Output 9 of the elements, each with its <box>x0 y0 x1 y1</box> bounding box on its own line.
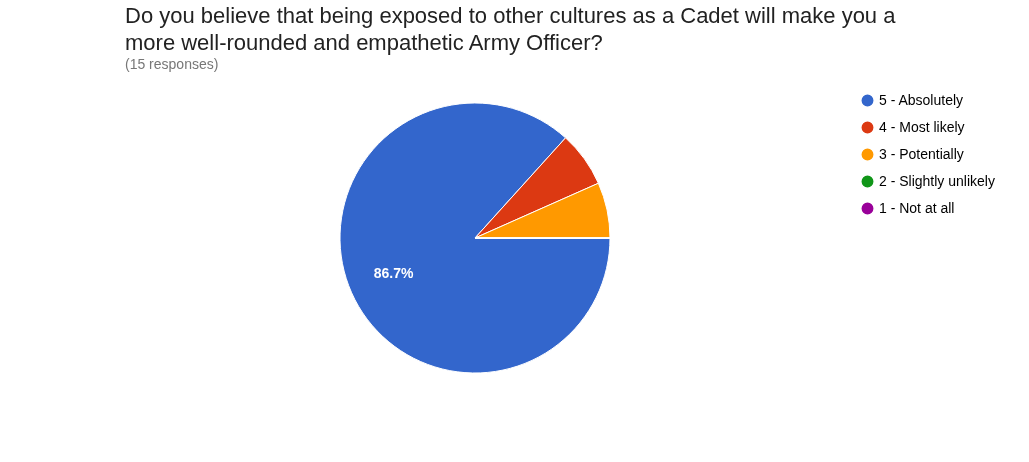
pie-slice <box>339 102 611 374</box>
legend-label: 2 - Slightly unlikely <box>879 172 995 189</box>
legend-label: 1 - Not at all <box>879 199 955 216</box>
text: (15 responses) <box>125 56 219 72</box>
legend-label: 5 - Absolutely <box>879 91 964 108</box>
chart-title: Do you believe that being exposed to other cultures as a Cadet will make you a more well-rounded and empathetic Army Officer? <box>125 3 897 55</box>
legend-label: 3 - Potentially <box>879 145 964 162</box>
data-label: 86.7% <box>373 265 414 282</box>
legend-label: 4 - Most likely <box>879 118 965 135</box>
